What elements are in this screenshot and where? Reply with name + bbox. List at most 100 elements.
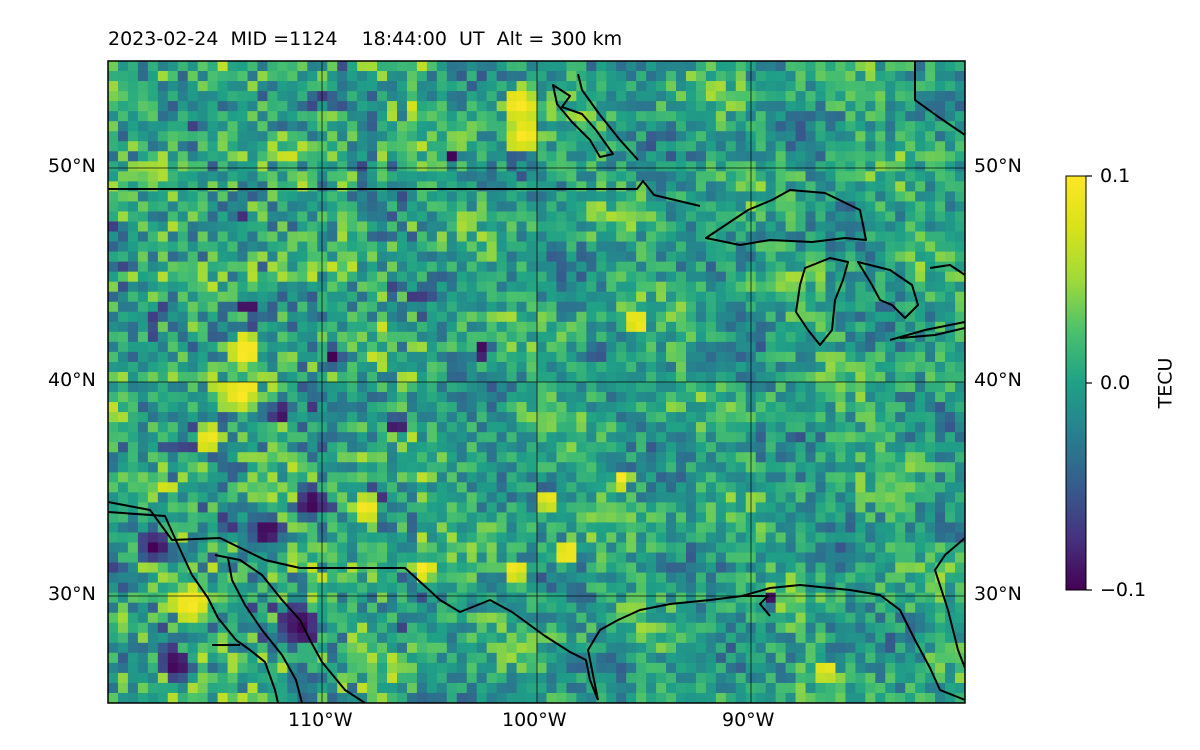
heatmap-cell — [486, 632, 498, 644]
heatmap-cell — [536, 572, 548, 584]
heatmap-cell — [207, 71, 219, 82]
heatmap-cell — [895, 552, 906, 564]
heatmap-cell — [446, 562, 458, 574]
heatmap-cell — [805, 281, 817, 293]
heatmap-cell — [187, 371, 199, 383]
heatmap-cell — [197, 321, 209, 333]
heatmap-cell — [357, 482, 368, 493]
heatmap-cell — [835, 512, 847, 524]
heatmap-cell — [337, 582, 348, 594]
heatmap-cell — [536, 492, 548, 503]
heatmap-cell — [317, 351, 328, 363]
heatmap-cell — [297, 331, 308, 343]
heatmap-cell — [695, 392, 707, 403]
heatmap-cell — [217, 432, 229, 443]
heatmap-cell — [147, 622, 159, 634]
heatmap-cell — [167, 141, 179, 152]
heatmap-cell — [117, 602, 129, 614]
heatmap-cell — [895, 311, 906, 323]
heatmap-cell — [377, 341, 388, 353]
heatmap-cell — [546, 482, 558, 493]
heatmap-cell — [925, 111, 936, 122]
heatmap-cell — [496, 231, 508, 243]
heatmap-cell — [695, 221, 707, 233]
heatmap-cell — [646, 251, 657, 263]
heatmap-cell — [596, 392, 607, 403]
heatmap-cell — [855, 231, 866, 243]
heatmap-cell — [755, 311, 767, 323]
heatmap-cell — [775, 121, 787, 132]
heatmap-cell — [237, 181, 249, 193]
heatmap-cell — [406, 231, 418, 243]
heatmap-cell — [556, 392, 567, 403]
heatmap-cell — [317, 542, 328, 554]
heatmap-cell — [416, 612, 428, 624]
heatmap-cell — [416, 622, 428, 634]
heatmap-cell — [616, 532, 627, 544]
heatmap-cell — [845, 331, 856, 343]
heatmap-cell — [765, 632, 777, 644]
heatmap-cell — [885, 171, 896, 182]
heatmap-cell — [337, 201, 348, 213]
heatmap-cell — [955, 442, 965, 453]
heatmap-cell — [526, 612, 538, 624]
heatmap-cell — [616, 241, 627, 253]
heatmap-cell — [685, 351, 697, 363]
heatmap-cell — [925, 121, 936, 132]
heatmap-cell — [925, 101, 936, 112]
heatmap-cell — [297, 321, 308, 333]
heatmap-cell — [147, 361, 159, 373]
heatmap-cell — [436, 231, 448, 243]
heatmap-cell — [167, 612, 179, 624]
heatmap-cell — [576, 181, 587, 193]
heatmap-cell — [367, 402, 378, 413]
heatmap-cell — [387, 351, 398, 363]
heatmap-cell — [297, 492, 308, 503]
heatmap-cell — [695, 492, 707, 503]
heatmap-cell — [616, 271, 627, 283]
heatmap-cell — [705, 281, 717, 293]
heatmap-cell — [456, 321, 468, 333]
heatmap-cell — [656, 632, 667, 644]
heatmap-cell — [217, 452, 229, 463]
heatmap-cell — [695, 251, 707, 263]
heatmap-cell — [476, 572, 488, 584]
heatmap-cell — [775, 592, 787, 604]
heatmap-cell — [835, 71, 847, 82]
heatmap-cell — [546, 311, 558, 323]
heatmap-cell — [925, 221, 936, 233]
heatmap-cell — [117, 211, 129, 223]
heatmap-cell — [466, 171, 478, 182]
heatmap-cell — [357, 462, 368, 473]
heatmap-cell — [785, 512, 797, 524]
heatmap-cell — [596, 271, 607, 283]
heatmap-cell — [626, 81, 637, 92]
heatmap-cell — [466, 562, 478, 574]
heatmap-cell — [915, 181, 926, 193]
heatmap-cell — [297, 201, 308, 213]
heatmap-cell — [197, 61, 209, 72]
heatmap-cell — [705, 462, 717, 473]
heatmap-cell — [307, 392, 318, 403]
heatmap-cell — [187, 542, 199, 554]
heatmap-cell — [367, 482, 378, 493]
heatmap-cell — [416, 171, 428, 182]
heatmap-cell — [835, 251, 847, 263]
heatmap-cell — [666, 512, 677, 524]
heatmap-cell — [207, 502, 219, 514]
heatmap-cell — [108, 612, 119, 624]
heatmap-cell — [925, 452, 936, 463]
heatmap-cell — [755, 71, 767, 82]
heatmap-cell — [436, 562, 448, 574]
heatmap-cell — [666, 321, 677, 333]
heatmap-cell — [865, 612, 876, 624]
heatmap-cell — [367, 432, 378, 443]
heatmap-cell — [177, 522, 189, 534]
heatmap-cell — [496, 251, 508, 263]
heatmap-cell — [177, 231, 189, 243]
heatmap-cell — [217, 482, 229, 493]
heatmap-cell — [486, 462, 498, 473]
heatmap-cell — [765, 261, 777, 273]
heatmap-cell — [466, 432, 478, 443]
heatmap-cell — [885, 522, 896, 534]
